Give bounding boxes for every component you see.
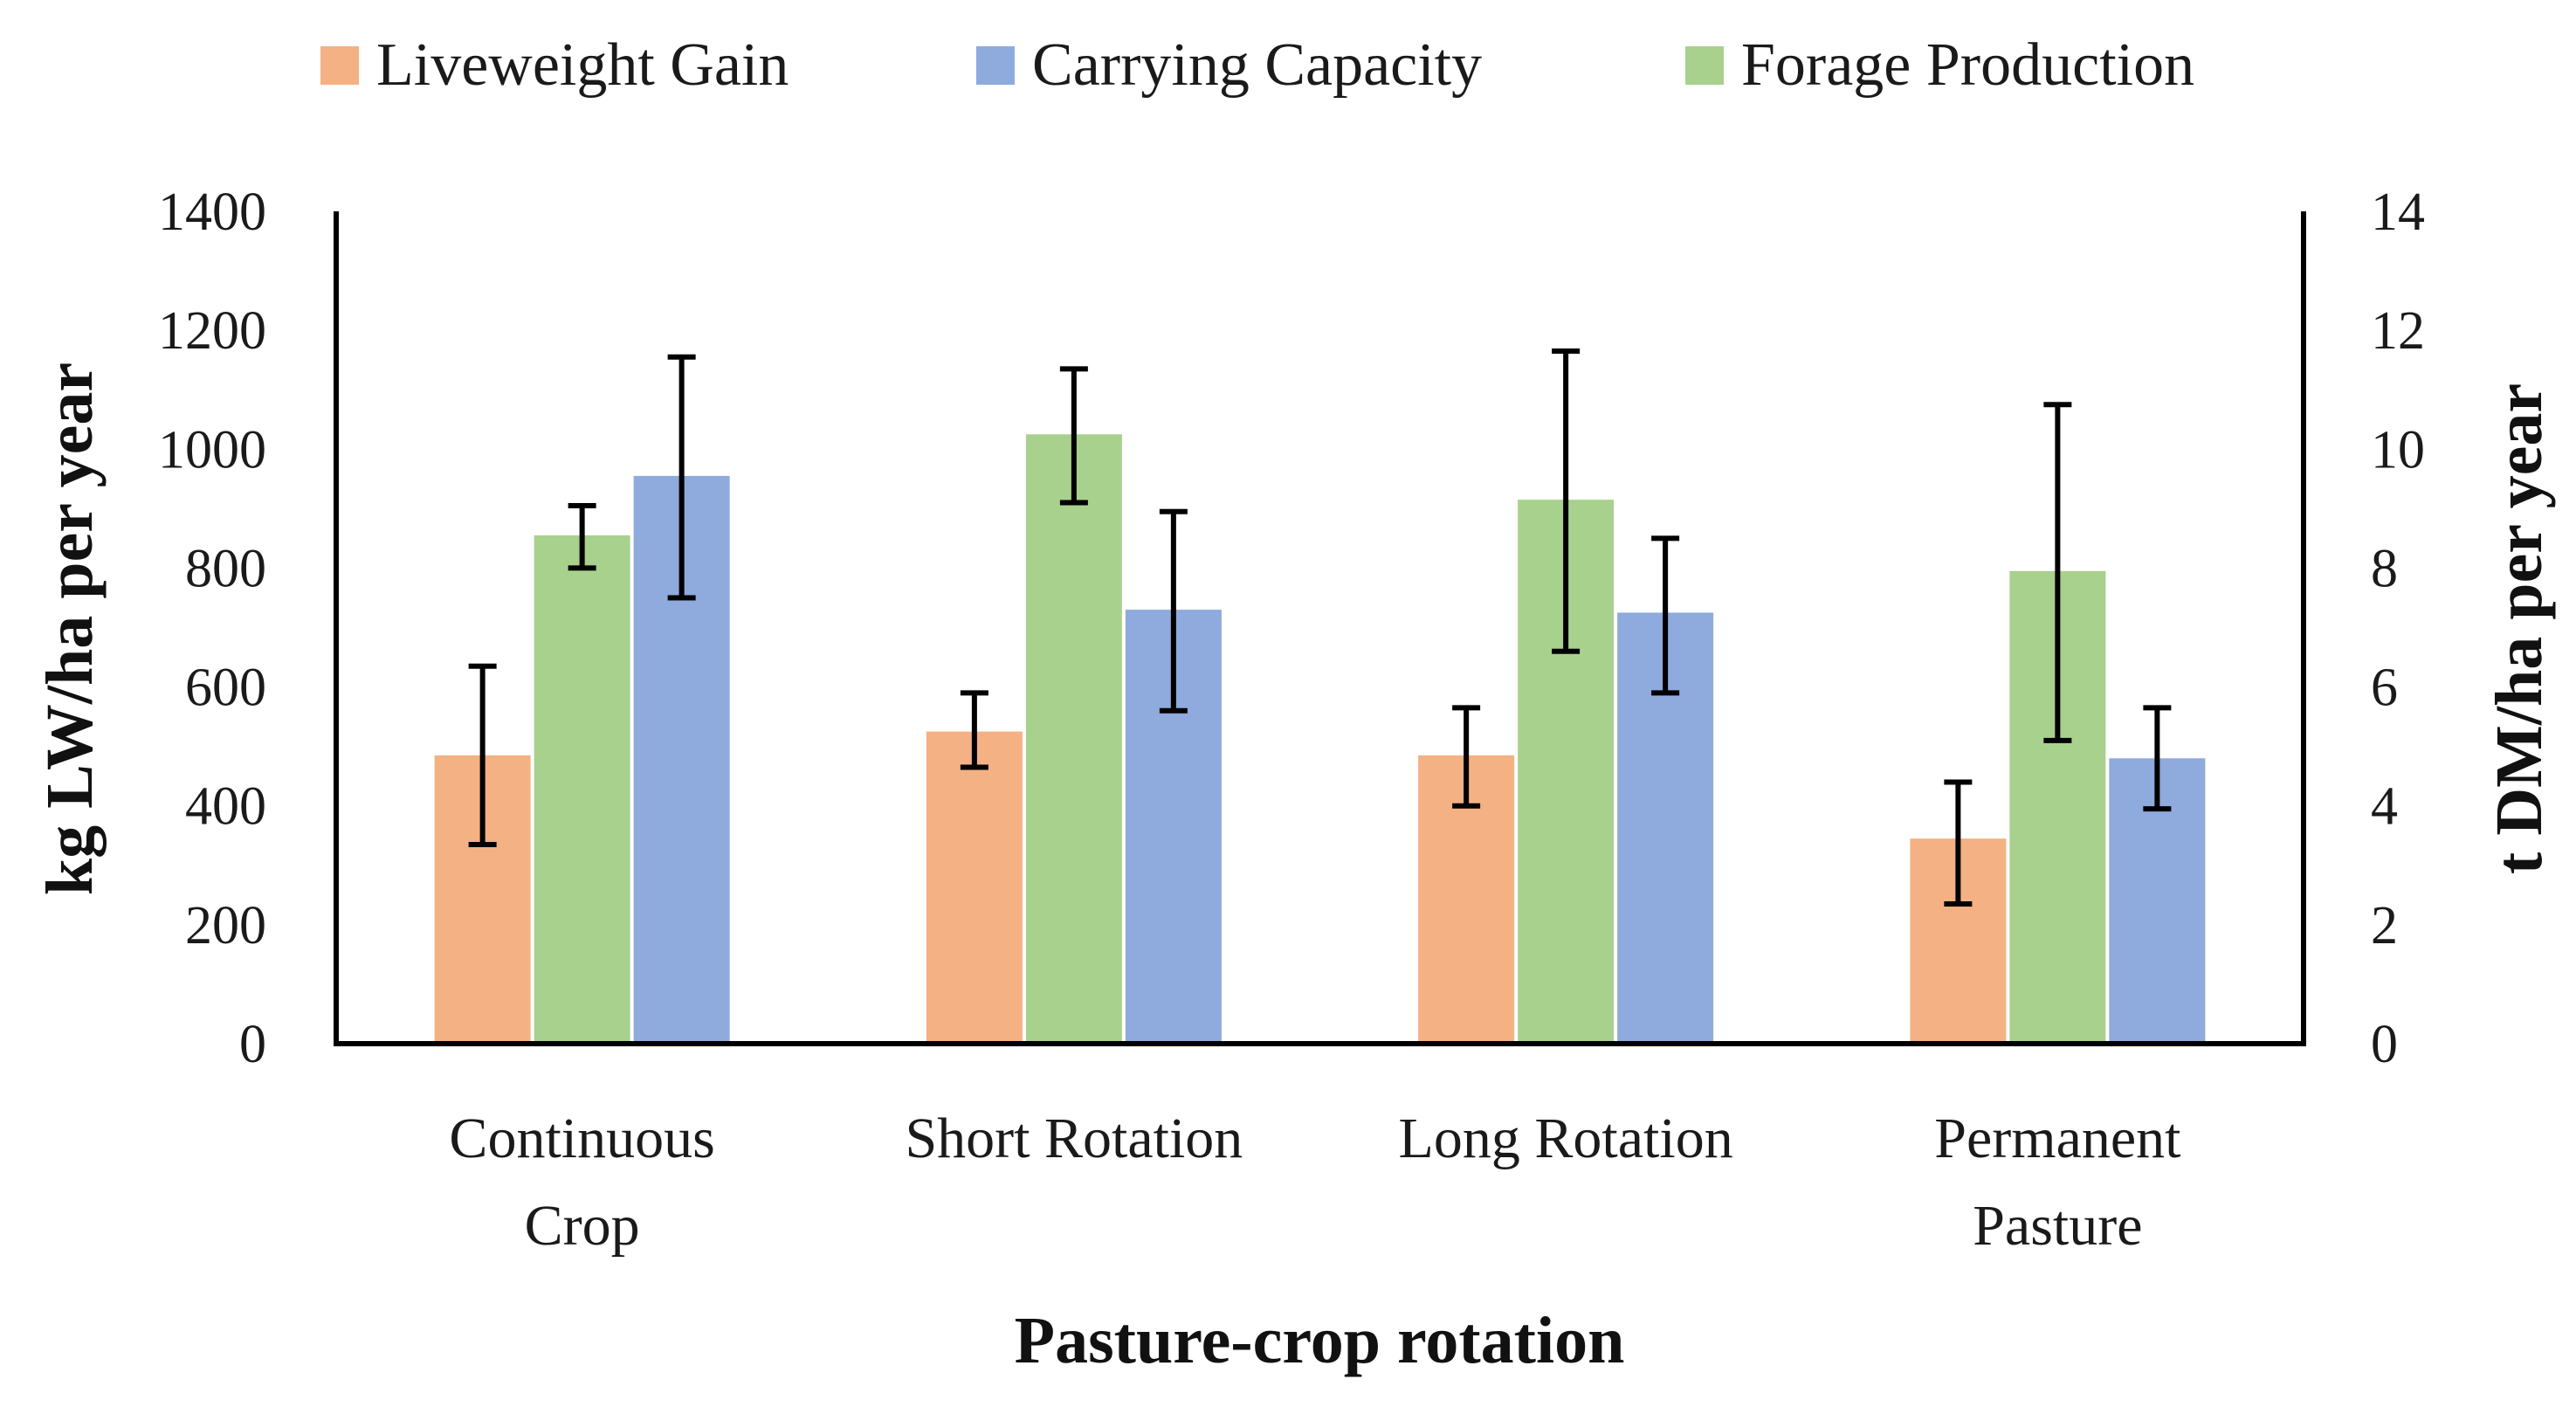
legend-item-carrying-capacity: Carrying Capacity	[976, 31, 1482, 99]
error-bar-liveweight-gain-1	[468, 663, 497, 847]
y-tick-label-800: 800	[185, 539, 266, 598]
legend-label-liveweight-gain: Liveweight Gain	[376, 31, 789, 99]
legend-label-forage-production: Forage Production	[1741, 31, 2194, 99]
error-bar-carrying-capacity-1	[667, 354, 696, 601]
error-bar-liveweight-gain-2	[960, 690, 988, 770]
x-tick-label-2: Short Rotation	[905, 1107, 1243, 1170]
bar-liveweight-gain-2	[926, 731, 1023, 1044]
y-tick-label-200: 200	[185, 896, 266, 955]
y2-tick-label-2: 2	[2371, 896, 2398, 955]
x-tick-label-1: Continuous Crop	[449, 1107, 714, 1258]
y2-tick-label-12: 12	[2371, 301, 2425, 361]
legend-swatch-forage-production	[1685, 46, 1724, 85]
x-axis-title: Pasture-crop rotation	[1015, 1304, 1625, 1377]
x-tick-label-3: Long Rotation	[1399, 1107, 1733, 1170]
y-axis-title: kg LW/ha per year	[33, 362, 107, 895]
bar-forage-production-2	[1025, 434, 1122, 1045]
error-bar-forage-production-4	[2043, 402, 2072, 743]
y2-tick-label-4: 4	[2371, 777, 2398, 837]
y-tick-label-0: 0	[239, 1015, 266, 1074]
category-labels: Continuous Crop Short Rotation Long Rotatio…	[449, 1107, 2180, 1258]
y2-axis-title: t DM/ha per year	[2483, 383, 2556, 874]
y2-tick-label-10: 10	[2371, 420, 2425, 479]
error-bar-carrying-capacity-2	[1159, 508, 1188, 714]
legend-swatch-liveweight-gain	[320, 46, 359, 85]
legend: Liveweight Gain Carrying Capacity Forage P…	[320, 31, 2194, 99]
legend-label-carrying-capacity: Carrying Capacity	[1032, 31, 1482, 99]
legend-item-forage-production: Forage Production	[1685, 31, 2194, 99]
y2-tick-label-8: 8	[2371, 539, 2398, 598]
error-bar-forage-production-3	[1552, 348, 1581, 654]
legend-item-liveweight-gain: Liveweight Gain	[320, 31, 789, 99]
axes	[334, 211, 2306, 1046]
error-bar-liveweight-gain-4	[1944, 779, 1973, 907]
error-bar-liveweight-gain-3	[1452, 705, 1481, 809]
bars	[434, 434, 2206, 1045]
legend-swatch-carrying-capacity	[976, 46, 1015, 85]
y2-tick-label-14: 14	[2371, 183, 2425, 242]
y-tick-label-1400: 1400	[158, 183, 266, 242]
x-tick-label-4: Permanent Pasture	[1934, 1107, 2180, 1258]
error-bars	[468, 348, 2172, 907]
y-tick-label-400: 400	[185, 777, 266, 837]
bar-forage-production-1	[534, 535, 630, 1044]
y-tick-label-1200: 1200	[158, 301, 266, 361]
error-bar-forage-production-2	[1059, 366, 1088, 506]
y2-tick-label-0: 0	[2371, 1015, 2398, 1074]
y2-tick-label-6: 6	[2371, 659, 2398, 718]
y-tick-label-1000: 1000	[158, 420, 266, 479]
y-tick-label-600: 600	[185, 659, 266, 718]
error-bar-carrying-capacity-4	[2143, 705, 2172, 812]
error-bar-carrying-capacity-3	[1651, 535, 1680, 696]
error-bar-forage-production-1	[568, 502, 596, 571]
tick-labels: 0 200 400 600 800 1000 1200 1400 0 2 4 6 8 10 12 14	[158, 183, 2425, 1074]
